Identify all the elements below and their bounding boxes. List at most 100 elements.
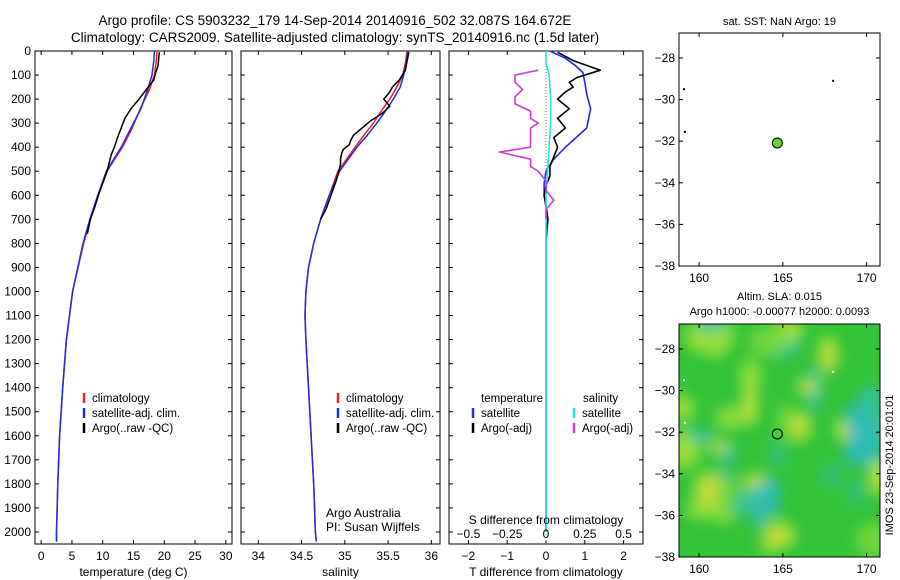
- y-tick-label: 1400: [4, 381, 31, 395]
- coast-speck: [832, 79, 835, 82]
- heatmap-blob: [708, 440, 730, 454]
- x-tick-label: −1: [500, 549, 514, 563]
- heatmap-blob: [687, 329, 705, 351]
- argo-position-marker: [771, 428, 783, 440]
- y-tick-label: 1800: [4, 477, 31, 491]
- y-tick-label: −38: [655, 259, 676, 273]
- y-tick-label: −34: [655, 176, 676, 190]
- y-tick-label: 2000: [4, 525, 31, 539]
- heatmap-blob: [715, 475, 737, 517]
- heatmap-blob: [763, 521, 795, 549]
- x-tick-label: 35: [338, 549, 352, 563]
- legend-heading: temperature: [481, 393, 543, 405]
- y-tick-label: 1700: [4, 453, 31, 467]
- salinity-profile-panel: 34 34.5 35 35.5 36 salinity climatology satelli…: [240, 50, 441, 579]
- x2-tick-label: −0.25: [492, 527, 523, 541]
- y-tick-label: 1600: [4, 429, 31, 443]
- series-line-sat: [304, 50, 409, 542]
- x-tick-label: 0: [543, 549, 550, 563]
- heatmap-blob: [777, 401, 793, 443]
- y-tick-label: 800: [11, 236, 31, 250]
- legend-label: climatology: [346, 393, 404, 405]
- legend-label: Argo(-adj): [582, 423, 633, 435]
- temperature-profile-panel: 0 5 10 15 20 25 300100200300400500600700800900…: [4, 44, 233, 579]
- coast-speck: [832, 370, 835, 373]
- legend-label: climatology: [92, 393, 150, 405]
- y-tick-label: 1000: [4, 284, 31, 298]
- heatmap-blob: [796, 379, 819, 394]
- y-tick-label: 1900: [4, 501, 31, 515]
- series-line-sat: [55, 50, 156, 542]
- annotation-line: Argo Australia: [326, 506, 401, 520]
- x-tick-label: 165: [773, 562, 793, 576]
- y-tick-label: −36: [655, 217, 676, 231]
- heatmap-blob: [697, 324, 727, 332]
- coast-speck: [683, 88, 686, 91]
- x-tick-label: 20: [158, 549, 172, 563]
- sla-map-panel: 160 165 170 −28 −30 −32 −34 −36 −38 Altim. SLA: 0…: [655, 291, 881, 576]
- x-axis-label: salinity: [322, 565, 359, 579]
- y-tick-label: 100: [11, 68, 31, 82]
- y-tick-label: 900: [11, 260, 31, 274]
- x-tick-label: 34: [252, 549, 266, 563]
- y-tick-label: 300: [11, 116, 31, 130]
- plot-frame: [240, 50, 441, 545]
- legend-label: satellite: [481, 408, 520, 420]
- heatmap-blob: [740, 484, 775, 513]
- x-tick-label: 1: [581, 549, 588, 563]
- x-tick-label: 2: [620, 549, 627, 563]
- x2-tick-label: −0.5: [457, 527, 481, 541]
- header-line2: Climatology: CARS2009. Satellite-adjuste…: [71, 30, 599, 45]
- heatmap-blob: [740, 359, 761, 397]
- x-tick-label: 30: [219, 549, 233, 563]
- y-tick-label: −28: [655, 342, 676, 356]
- series-line-argo: [543, 51, 602, 234]
- x-tick-label: 34.5: [290, 549, 314, 563]
- heatmap-blob: [716, 406, 743, 429]
- heatmap-blob: [851, 447, 866, 466]
- y-tick-label: −32: [655, 134, 676, 148]
- heatmap-blob: [849, 480, 864, 505]
- coast-speck: [683, 379, 686, 382]
- legend-label: satellite-adj. clim.: [92, 408, 180, 420]
- heatmap-background: [679, 324, 880, 557]
- heatmap-blob: [770, 324, 794, 342]
- heatmap-blob: [788, 411, 811, 442]
- sst-map-panel: 160 165 170 −28 −30 −32 −34 −36 −38 sat. SST: NaN…: [655, 16, 881, 285]
- x-tick-label: 0: [38, 549, 45, 563]
- x-tick-label: 165: [773, 271, 793, 285]
- heatmap-blob: [689, 429, 713, 442]
- map-title: Altim. SLA: 0.015: [737, 291, 822, 303]
- x-tick-label: 25: [188, 549, 202, 563]
- y-tick-label: 1100: [5, 309, 31, 323]
- map-frame: [678, 32, 881, 267]
- y-tick-label: 200: [11, 92, 31, 106]
- heatmap-blob: [823, 466, 840, 486]
- y-tick-label: 0: [24, 44, 31, 58]
- x2-tick-label: 0: [543, 527, 550, 541]
- y-tick-label: −34: [655, 467, 676, 481]
- heatmap-blob: [818, 336, 839, 373]
- x-tick-label: 170: [857, 271, 877, 285]
- legend-heading: salinity: [583, 393, 618, 405]
- heatmap-blob: [769, 444, 786, 465]
- argo-position-marker: [771, 137, 783, 149]
- x-tick-label: 160: [689, 562, 709, 576]
- x-tick-label: 35.5: [376, 549, 400, 563]
- heatmap-blob: [679, 394, 695, 421]
- x-tick-label: −2: [462, 549, 476, 563]
- x-tick-label: 15: [127, 549, 141, 563]
- heatmap-blob: [855, 522, 880, 557]
- x2-tick-label: 0.5: [615, 527, 632, 541]
- series-line-argo_s: [498, 69, 555, 220]
- series-line-clim: [304, 50, 408, 542]
- y-tick-label: −30: [655, 93, 676, 107]
- y-tick-label: 400: [11, 140, 31, 154]
- y-tick-label: 700: [11, 212, 31, 226]
- map-title: sat. SST: NaN Argo: 19: [723, 16, 836, 28]
- x-tick-label: 5: [69, 549, 76, 563]
- y-tick-label: −32: [655, 425, 676, 439]
- heatmap-field: [679, 324, 880, 557]
- difference-profile-panel: −2 −1 0 1 2 T difference from climatology −0.5…: [448, 50, 644, 579]
